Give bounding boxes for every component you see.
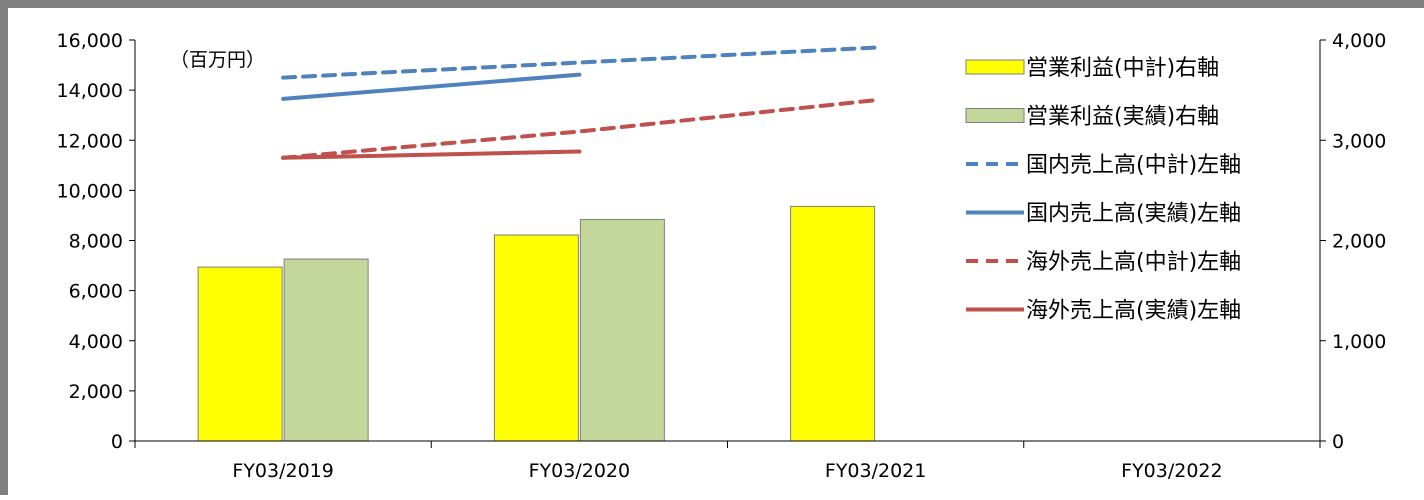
bar-0-0 bbox=[197, 266, 283, 442]
legend-swatch-1 bbox=[965, 108, 1025, 123]
right-axis-tick-label: 4,000 bbox=[1332, 30, 1386, 52]
bar-0-1 bbox=[493, 234, 579, 442]
legend-label-2: 国内売上高(中計)左軸 bbox=[1026, 153, 1241, 178]
line-series-1 bbox=[281, 72, 582, 101]
legend: 営業利益(中計)右軸営業利益(実績)右軸国内売上高(中計)左軸国内売上高(実績)… bbox=[965, 56, 1241, 324]
left-axis-tick-label: 14,000 bbox=[57, 80, 123, 102]
left-axis-tick-label: 0 bbox=[111, 431, 123, 453]
x-axis-category-label: FY03/2021 bbox=[825, 460, 926, 482]
axes-layer: 0 2,000 4,000 6,000 8,000 10,000 12,000 14,000 1… bbox=[57, 30, 1387, 482]
legend-label-1: 営業利益(実績)右軸 bbox=[1026, 105, 1219, 130]
left-axis-tick-label: 12,000 bbox=[57, 130, 123, 152]
legend-swatch-0 bbox=[965, 59, 1025, 75]
line-series-3 bbox=[281, 149, 582, 160]
lines-layer bbox=[281, 45, 878, 160]
left-axis-tick-label: 2,000 bbox=[69, 381, 123, 403]
right-axis-tick-label: 3,000 bbox=[1332, 130, 1386, 152]
unit-label: （百万円） bbox=[170, 49, 265, 71]
line-series-0 bbox=[281, 45, 878, 80]
bar-1-1 bbox=[579, 218, 665, 442]
bars-layer bbox=[197, 205, 876, 442]
left-axis-tick-label: 6,000 bbox=[69, 281, 123, 303]
legend-label-3: 国内売上高(実績)左軸 bbox=[1026, 202, 1241, 227]
bar-1-0 bbox=[283, 258, 369, 442]
left-axis-tick-label: 4,000 bbox=[69, 331, 123, 353]
legend-label-5: 海外売上高(実績)左軸 bbox=[1026, 299, 1241, 324]
right-axis-tick-label: 1,000 bbox=[1332, 331, 1386, 353]
right-axis-tick-label: 2,000 bbox=[1332, 231, 1386, 253]
x-axis-category-label: FY03/2022 bbox=[1121, 460, 1222, 482]
bar-0-2 bbox=[790, 205, 876, 442]
x-axis-category-label: FY03/2020 bbox=[529, 460, 630, 482]
line-series-2 bbox=[281, 98, 878, 160]
left-axis-tick-label: 10,000 bbox=[57, 180, 123, 202]
legend-label-0: 営業利益(中計)右軸 bbox=[1026, 56, 1219, 81]
right-axis-tick-label: 0 bbox=[1332, 431, 1344, 453]
x-axis-category-label: FY03/2019 bbox=[232, 460, 333, 482]
combo-chart: 0 2,000 4,000 6,000 8,000 10,000 12,000 14,000 1… bbox=[57, 30, 1387, 482]
left-axis-tick-label: 16,000 bbox=[57, 30, 123, 52]
legend-label-4: 海外売上高(中計)左軸 bbox=[1026, 250, 1241, 275]
left-axis-tick-label: 8,000 bbox=[69, 231, 123, 253]
